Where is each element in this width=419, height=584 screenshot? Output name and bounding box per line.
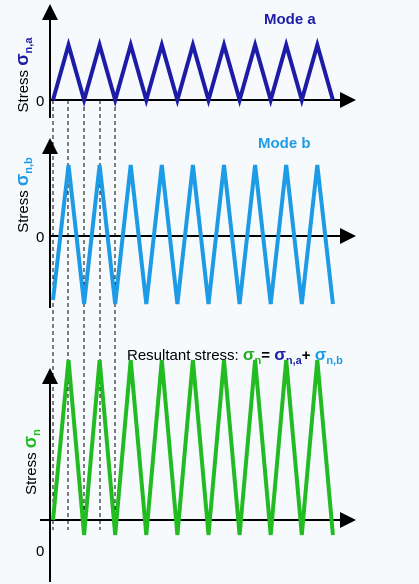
label-symbol: σ (12, 174, 32, 186)
zero-label: 0 (36, 229, 44, 246)
label-subscript: n,b (23, 157, 35, 174)
mode-label: Mode b (258, 135, 311, 152)
label-subscript: n,a (23, 37, 35, 54)
label-symbol: σ (12, 53, 32, 65)
y-axis-label: Stress σn (20, 429, 43, 495)
label-symbol: σ (20, 436, 40, 448)
label-text: Stress (15, 186, 32, 233)
eq-plus: + (302, 347, 315, 364)
label-subscript: n (31, 429, 43, 436)
eq-equals: = (261, 347, 274, 364)
label-text: Stress (23, 448, 40, 495)
label-text: Stress (15, 66, 32, 113)
zero-label: 0 (36, 93, 44, 110)
resultant-equation: Resultant stress: σn= σn,a+ σn,b (127, 345, 343, 367)
mode-label: Mode a (264, 11, 316, 28)
eq-subscript: n,b (326, 355, 343, 367)
zero-label: 0 (36, 543, 44, 560)
diagram: Mode a 0 Stress σn,a Mode b 0 Stress σn,… (0, 0, 419, 584)
